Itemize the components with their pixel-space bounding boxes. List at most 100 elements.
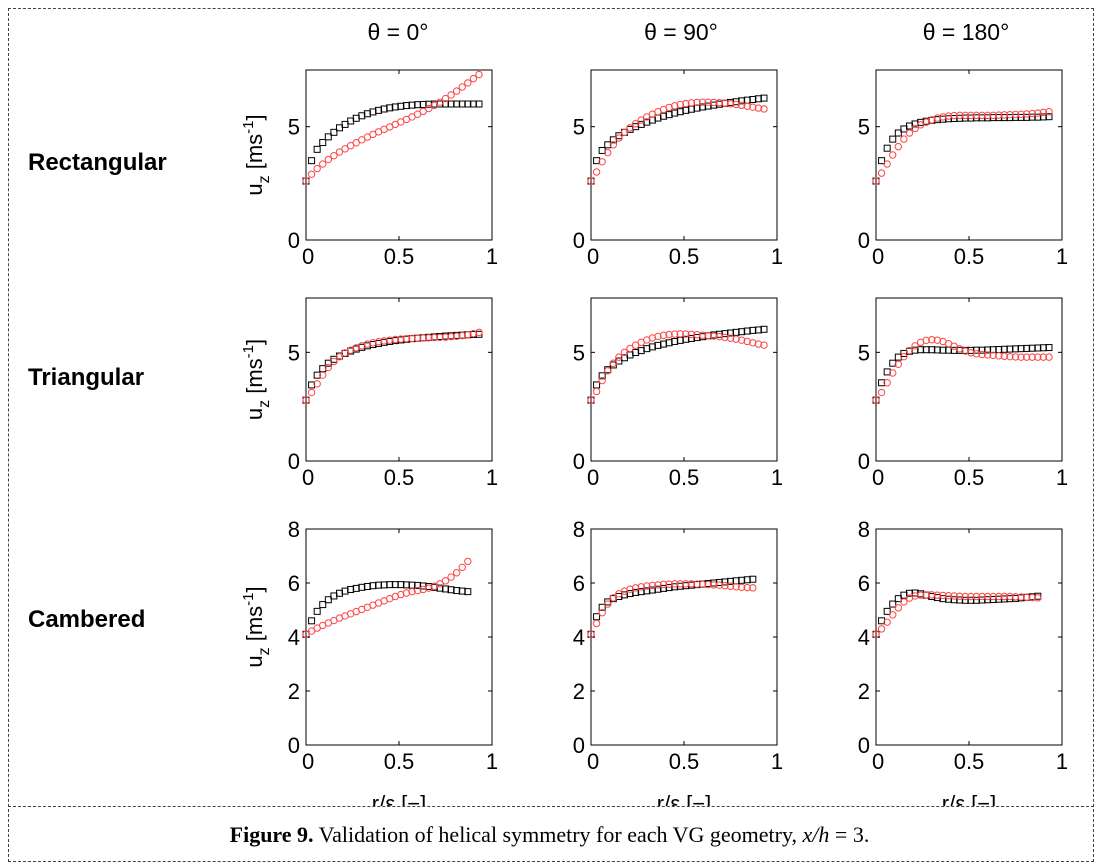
- data-point-circle: [430, 101, 439, 110]
- data-point-square: [313, 607, 321, 615]
- data-point-circle: [687, 580, 696, 588]
- y-tick-label: 0: [858, 449, 870, 474]
- data-point-circle: [346, 142, 355, 150]
- data-point-circle: [872, 177, 880, 185]
- data-point-circle: [609, 594, 618, 602]
- y-tick-label: 5: [288, 115, 300, 140]
- data-point-circle: [693, 98, 701, 107]
- data-point-circle: [676, 330, 684, 338]
- data-point-square: [313, 371, 321, 379]
- data-point-circle: [413, 334, 422, 342]
- x-tick-label: 1: [486, 244, 498, 269]
- data-point-circle: [704, 580, 712, 589]
- data-point-circle: [313, 164, 321, 173]
- data-point-circle: [408, 587, 416, 596]
- data-point-circle: [659, 580, 668, 589]
- data-point-circle: [592, 619, 601, 628]
- data-point-circle: [956, 111, 964, 120]
- data-point-circle: [889, 611, 897, 619]
- data-point-circle: [458, 563, 466, 572]
- data-point-circle: [726, 582, 735, 590]
- data-point-circle: [737, 336, 746, 344]
- data-point-circle: [749, 103, 757, 111]
- data-point-circle: [760, 341, 768, 349]
- data-point-circle: [626, 585, 634, 593]
- data-point-circle: [587, 396, 595, 404]
- data-point-square: [749, 575, 757, 583]
- data-point-circle: [676, 580, 684, 588]
- data-point-circle: [419, 107, 427, 116]
- data-point-square: [593, 613, 601, 621]
- data-point-circle: [933, 336, 942, 344]
- data-point-circle: [894, 604, 903, 612]
- data-point-circle: [995, 592, 1003, 601]
- x-tick-label: 0.5: [384, 244, 415, 269]
- data-point-circle: [967, 349, 975, 357]
- data-point-square: [330, 128, 338, 136]
- data-point-circle: [916, 591, 925, 599]
- data-point-circle: [464, 79, 472, 87]
- data-point-circle: [715, 581, 724, 589]
- data-point-circle: [1011, 353, 1020, 361]
- data-point-circle: [441, 94, 450, 103]
- y-tick-label: 5: [858, 115, 870, 140]
- data-point-circle: [402, 589, 411, 597]
- data-point-circle: [341, 145, 349, 153]
- data-point-circle: [592, 168, 601, 176]
- data-point-circle: [598, 376, 606, 385]
- data-point-circle: [436, 580, 444, 588]
- data-point-circle: [682, 580, 690, 588]
- y-tick-label: 0: [858, 228, 870, 253]
- data-point-circle: [419, 334, 427, 342]
- data-point-circle: [464, 557, 472, 566]
- data-point-circle: [922, 336, 930, 345]
- data-point-circle: [408, 334, 416, 343]
- x-axis-label: r/ε [−]: [372, 791, 426, 806]
- data-point-circle: [598, 158, 606, 166]
- x-tick-label: 1: [1056, 749, 1068, 774]
- data-point-circle: [749, 584, 757, 592]
- data-point-circle: [911, 124, 919, 133]
- data-point-circle: [693, 580, 701, 588]
- data-point-circle: [436, 333, 444, 342]
- data-point-circle: [620, 128, 629, 137]
- data-point-square: [1045, 344, 1053, 352]
- data-point-square: [464, 588, 472, 596]
- data-point-circle: [1022, 593, 1031, 602]
- data-point-circle: [391, 335, 399, 344]
- data-point-circle: [877, 169, 886, 177]
- y-axis-label: uz [ms-1]: [240, 339, 273, 420]
- data-point-circle: [609, 141, 618, 149]
- data-point-circle: [631, 584, 640, 592]
- axes-box: [875, 69, 1063, 241]
- x-tick-label: 0.5: [384, 749, 415, 774]
- data-point-circle: [363, 340, 372, 348]
- data-point-circle: [452, 332, 461, 340]
- x-tick-label: 1: [486, 465, 498, 490]
- data-point-square: [883, 607, 891, 615]
- y-tick-label: 4: [858, 625, 870, 650]
- data-point-circle: [1022, 353, 1031, 361]
- data-point-circle: [995, 111, 1003, 119]
- data-point-square: [324, 596, 332, 604]
- data-point-circle: [441, 577, 450, 585]
- y-tick-label: 6: [858, 571, 870, 596]
- data-point-circle: [872, 630, 880, 638]
- y-tick-label: 6: [288, 571, 300, 596]
- chart-panel: 0 5 0 0.5 1: [573, 69, 783, 269]
- data-point-square: [889, 600, 897, 608]
- x-tick-label: 0.5: [669, 465, 700, 490]
- data-point-circle: [698, 98, 707, 106]
- figure-frame: [8, 8, 1094, 862]
- data-point-circle: [894, 142, 903, 151]
- data-point-circle: [665, 330, 673, 339]
- data-point-circle: [330, 357, 338, 366]
- data-point-circle: [654, 581, 662, 589]
- x-tick-label: 0.5: [384, 465, 415, 490]
- data-point-circle: [419, 585, 427, 594]
- chart-panel: 0 5 0 0.5 1: [858, 69, 1068, 269]
- data-point-circle: [380, 337, 388, 345]
- y-axis-label: uz [ms-1]: [240, 586, 273, 667]
- data-point-square: [308, 617, 316, 625]
- data-point-circle: [1006, 110, 1014, 119]
